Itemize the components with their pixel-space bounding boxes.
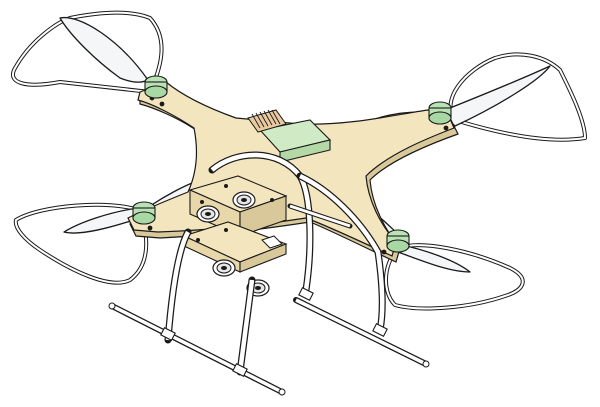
prop-guard-bottom-right	[383, 243, 525, 311]
prop-guard-bottom-left	[13, 202, 149, 285]
camera-upper-right	[232, 191, 256, 209]
heatsink	[247, 109, 287, 133]
motor-top-right	[428, 101, 452, 125]
battery-pack	[258, 119, 332, 163]
motor-top-left	[144, 75, 168, 99]
motor-icon	[132, 75, 452, 253]
landing-gear-front	[164, 228, 256, 376]
camera-lower-left	[212, 259, 236, 277]
landing-gear-rear	[208, 151, 386, 334]
camera-upper-left	[196, 205, 220, 223]
side-tubes	[287, 203, 353, 229]
prop-guard-top-right	[448, 52, 587, 142]
motor-bottom-left	[132, 201, 156, 225]
landing-skids	[108, 286, 430, 396]
motor-bottom-right	[386, 229, 410, 253]
